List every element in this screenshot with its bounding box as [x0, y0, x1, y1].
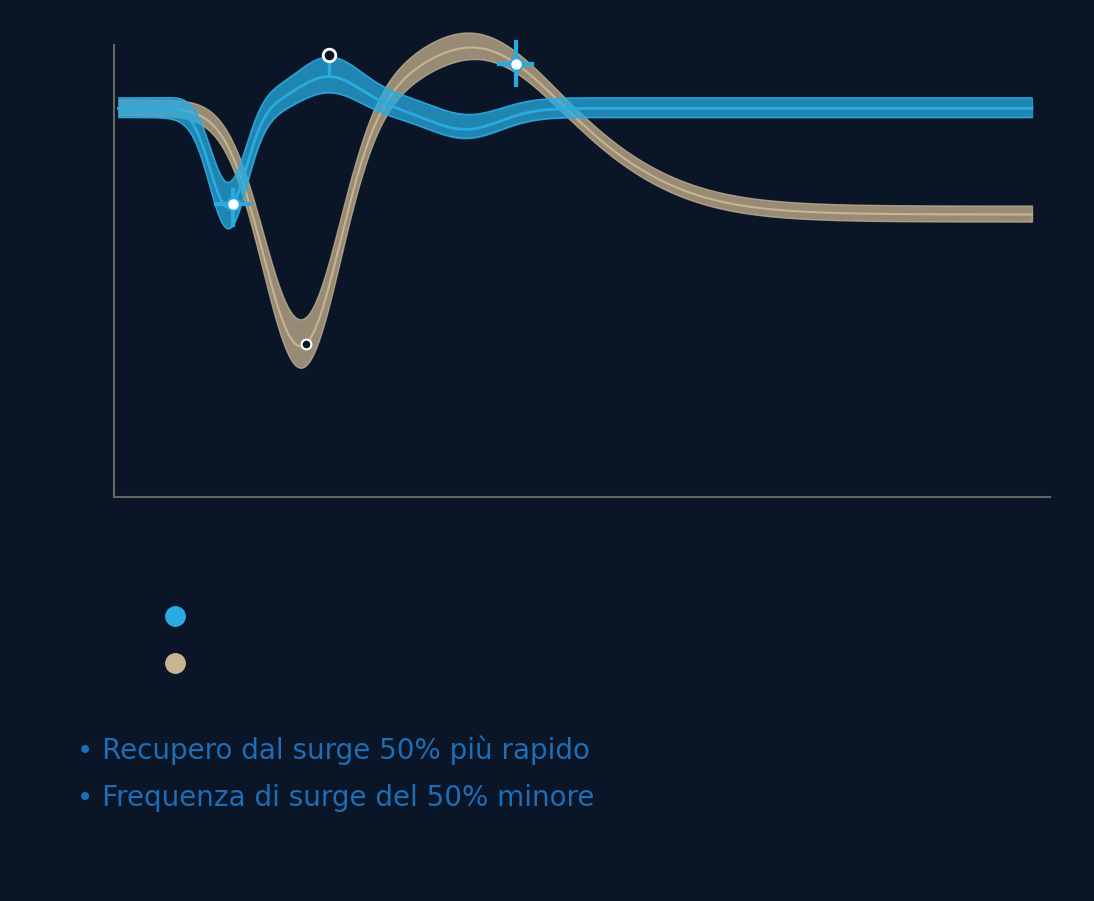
Text: • Recupero dal surge 50% più rapido: • Recupero dal surge 50% più rapido — [77, 735, 590, 765]
Text: • Frequenza di surge del 50% minore: • Frequenza di surge del 50% minore — [77, 784, 594, 812]
